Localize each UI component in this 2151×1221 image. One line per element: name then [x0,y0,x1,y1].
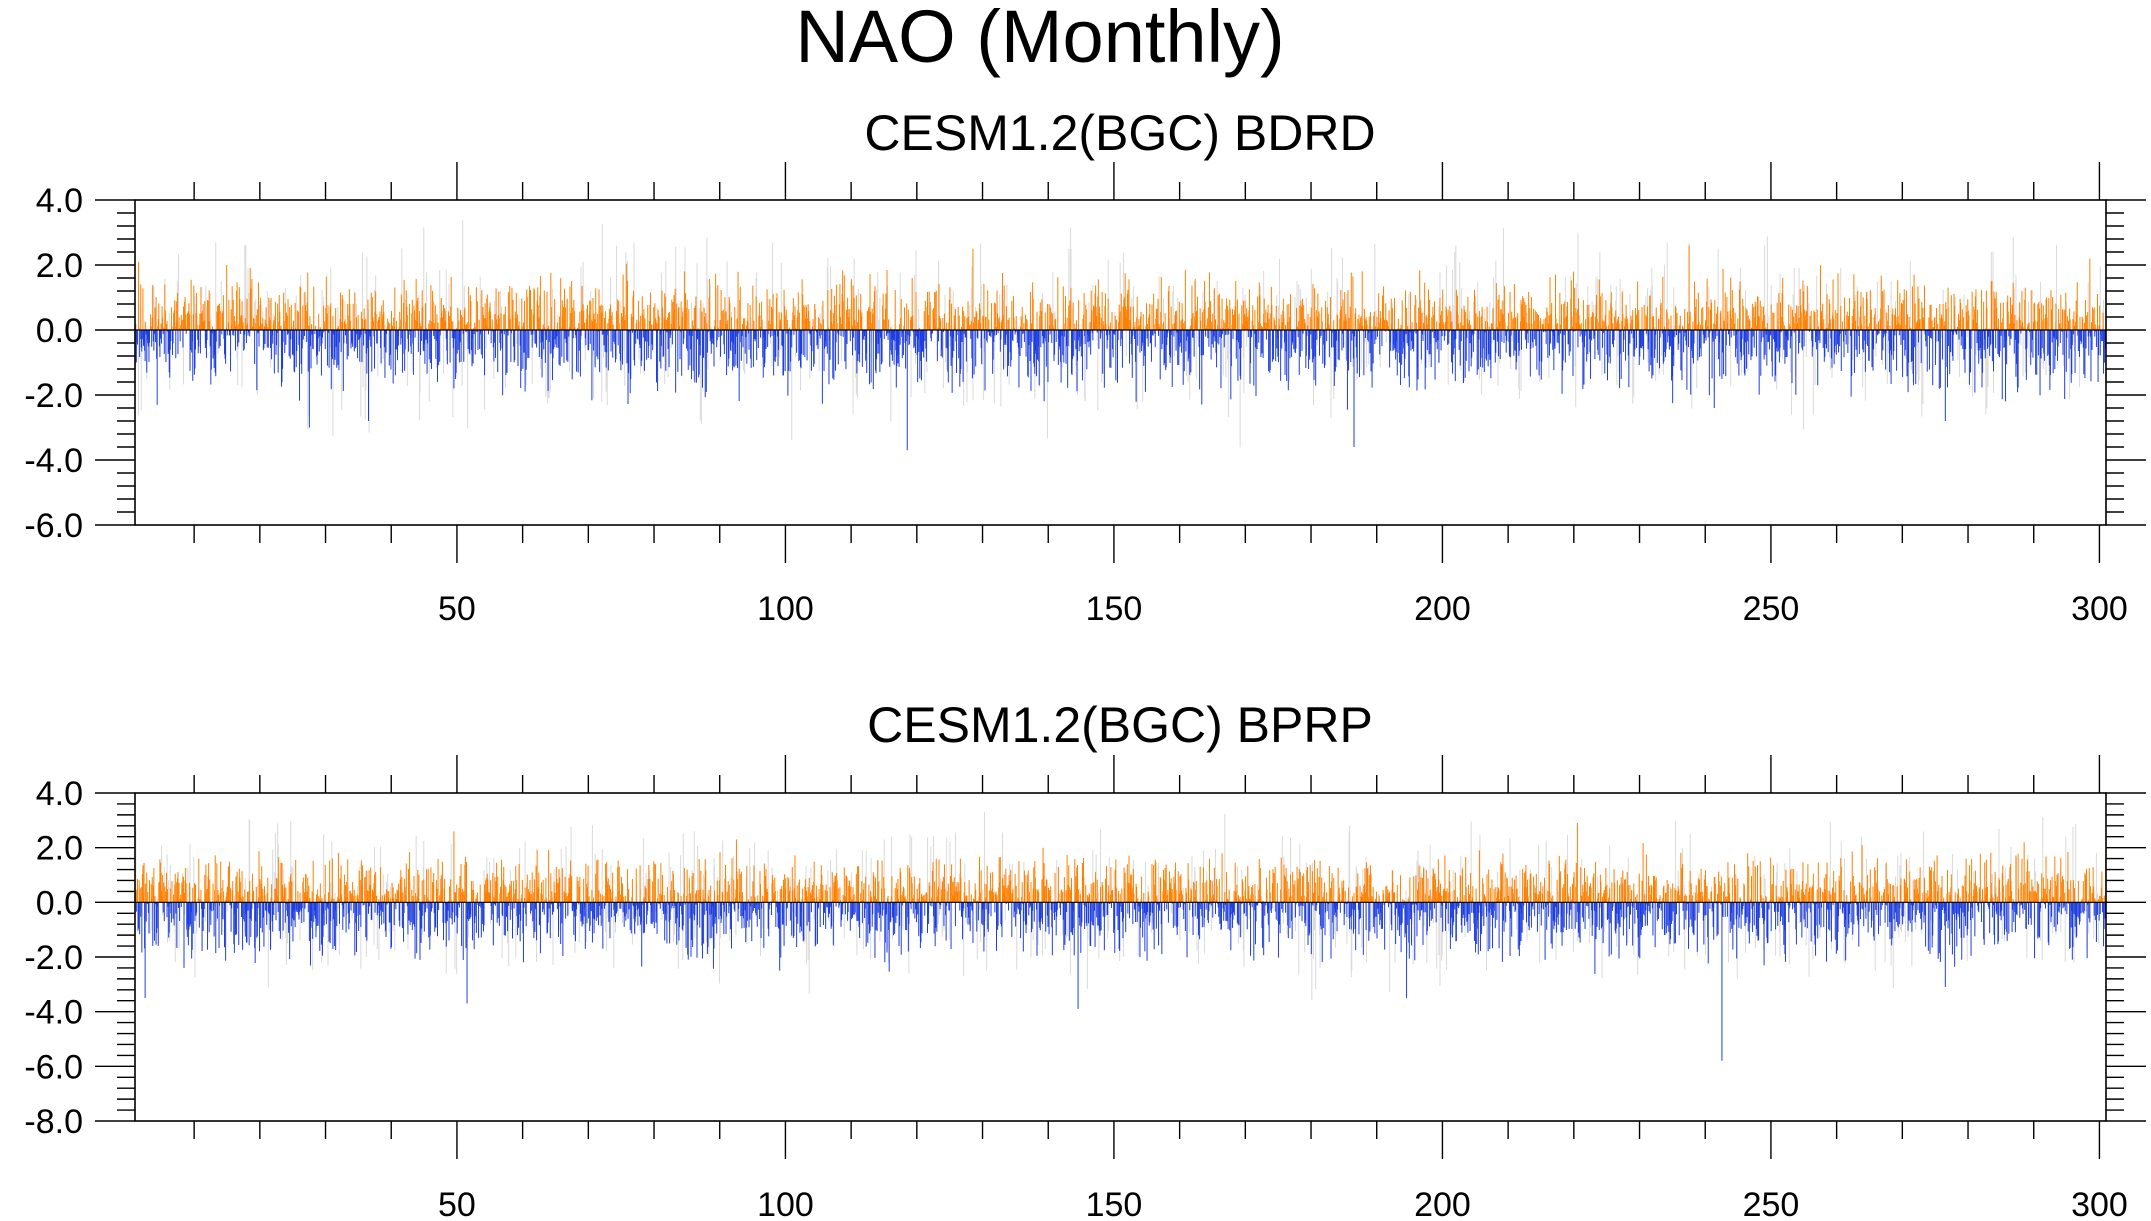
axis-tick-labels: 4.0 2.0 0.0 -2.0 -4.0 -6.0 50 100 150 200 250 300 [24,182,2127,628]
plot-frame [134,199,2107,526]
x-tick-label: 200 [1414,590,1471,628]
y-tick-label: 2.0 [36,247,83,285]
y-tick-label: 0.0 [36,312,83,350]
chart-title: CESM1.2(BGC) BPRP [867,697,1373,753]
y-tick-label: -2.0 [24,377,83,415]
x-tick-label: 100 [757,590,814,628]
y-tick-label: -4.0 [24,442,83,480]
x-tick-label: 250 [1743,590,1800,628]
bar-series [134,220,2107,451]
figure-title: NAO (Monthly) [795,0,1284,78]
axis-ticks [95,162,2146,563]
y-tick-label: -6.0 [24,507,83,545]
bar-series [134,812,2107,1061]
x-tick-label: 150 [1086,590,1143,628]
x-tick-label: 50 [438,590,476,628]
y-tick-label: 4.0 [36,182,83,220]
chart-title: CESM1.2(BGC) BDRD [864,105,1375,161]
x-tick-label: 300 [2071,590,2128,628]
chart-panel-bprp: CESM1.2(BGC) BPRP 4.02.00.0-2.0-4.0-6.0-… [24,697,2146,1221]
chart-panel-bdrd: CESM1.2(BGC) BDRD 4.0 2.0 0.0 -2.0 -4.0 -6.0 5… [24,105,2146,628]
